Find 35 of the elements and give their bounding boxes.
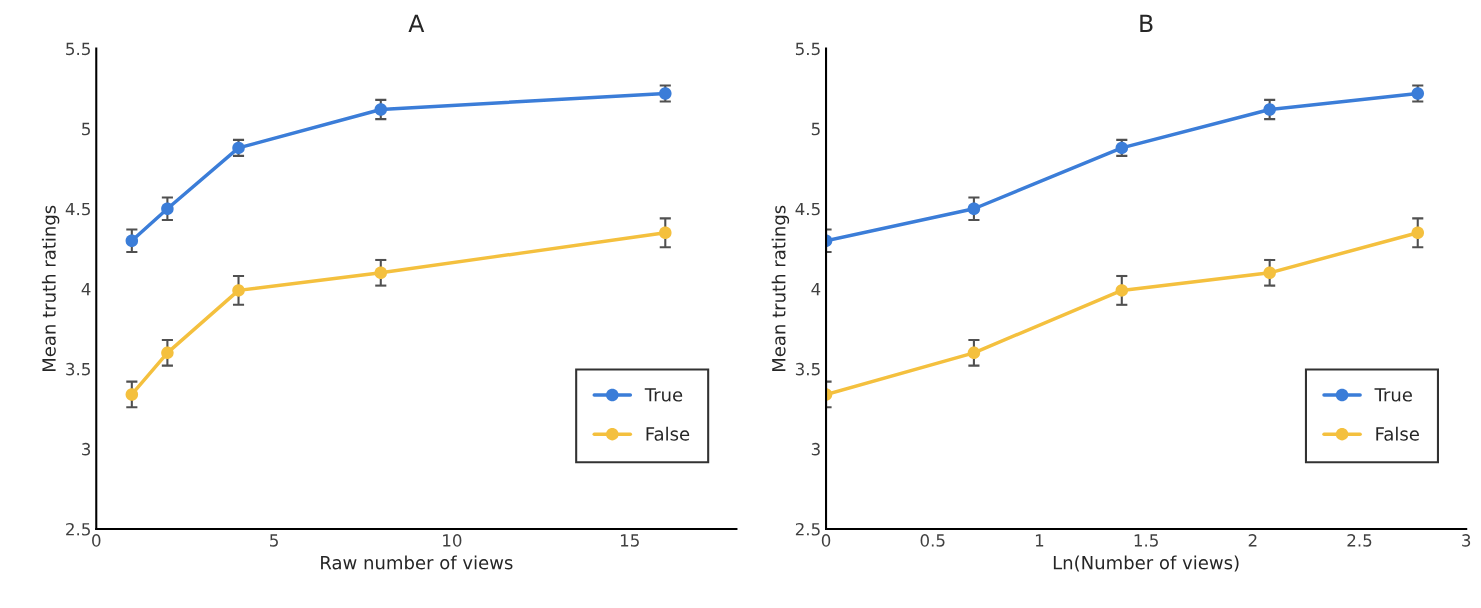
chart-title: A (408, 14, 425, 32)
x-tick-label: 10 (443, 534, 462, 547)
x-tick-label: 5 (270, 534, 278, 547)
x-tick-label: 15 (620, 534, 639, 547)
y-tick-label: 3 (811, 442, 820, 456)
y-tick-label: 4.5 (65, 202, 90, 216)
y-tick-label: 3.5 (795, 362, 820, 376)
legend-label: False (1376, 426, 1419, 441)
y-tick-label: 2.5 (66, 522, 90, 536)
x-axis-title: Ln(Number of views) (1053, 555, 1239, 572)
legend-label: True (1374, 388, 1412, 402)
y-axis-title: Mean truth ratings (41, 205, 60, 372)
y-tick-label: 5.5 (795, 42, 820, 56)
y-tick-label: 4 (811, 282, 821, 296)
x-tick-label: 0.5 (920, 534, 945, 547)
y-tick-label: 4.5 (795, 202, 820, 216)
x-tick-label: 1 (1035, 534, 1044, 547)
x-tick-label: 0 (821, 534, 831, 547)
y-tick-label: 2.5 (795, 522, 820, 536)
y-tick-label: 3.5 (66, 362, 90, 376)
legend-label: True (644, 388, 683, 402)
y-axis-title: Mean truth ratings (771, 205, 790, 372)
x-tick-label: 3 (1462, 534, 1471, 547)
y-tick-label: 5 (811, 122, 820, 136)
y-tick-label: 4 (81, 282, 91, 296)
x-tick-label: 2.5 (1347, 534, 1372, 547)
y-tick-label: 3 (82, 442, 91, 456)
x-tick-label: 2 (1248, 534, 1257, 547)
x-tick-label: 1.5 (1134, 534, 1158, 547)
legend-label: False (646, 426, 690, 441)
y-tick-label: 5 (82, 122, 90, 136)
y-tick-label: 5.5 (66, 42, 90, 56)
x-tick-label: 0 (92, 534, 101, 547)
x-axis-title: Raw number of views (321, 555, 513, 570)
chart-title: B (1140, 14, 1153, 32)
